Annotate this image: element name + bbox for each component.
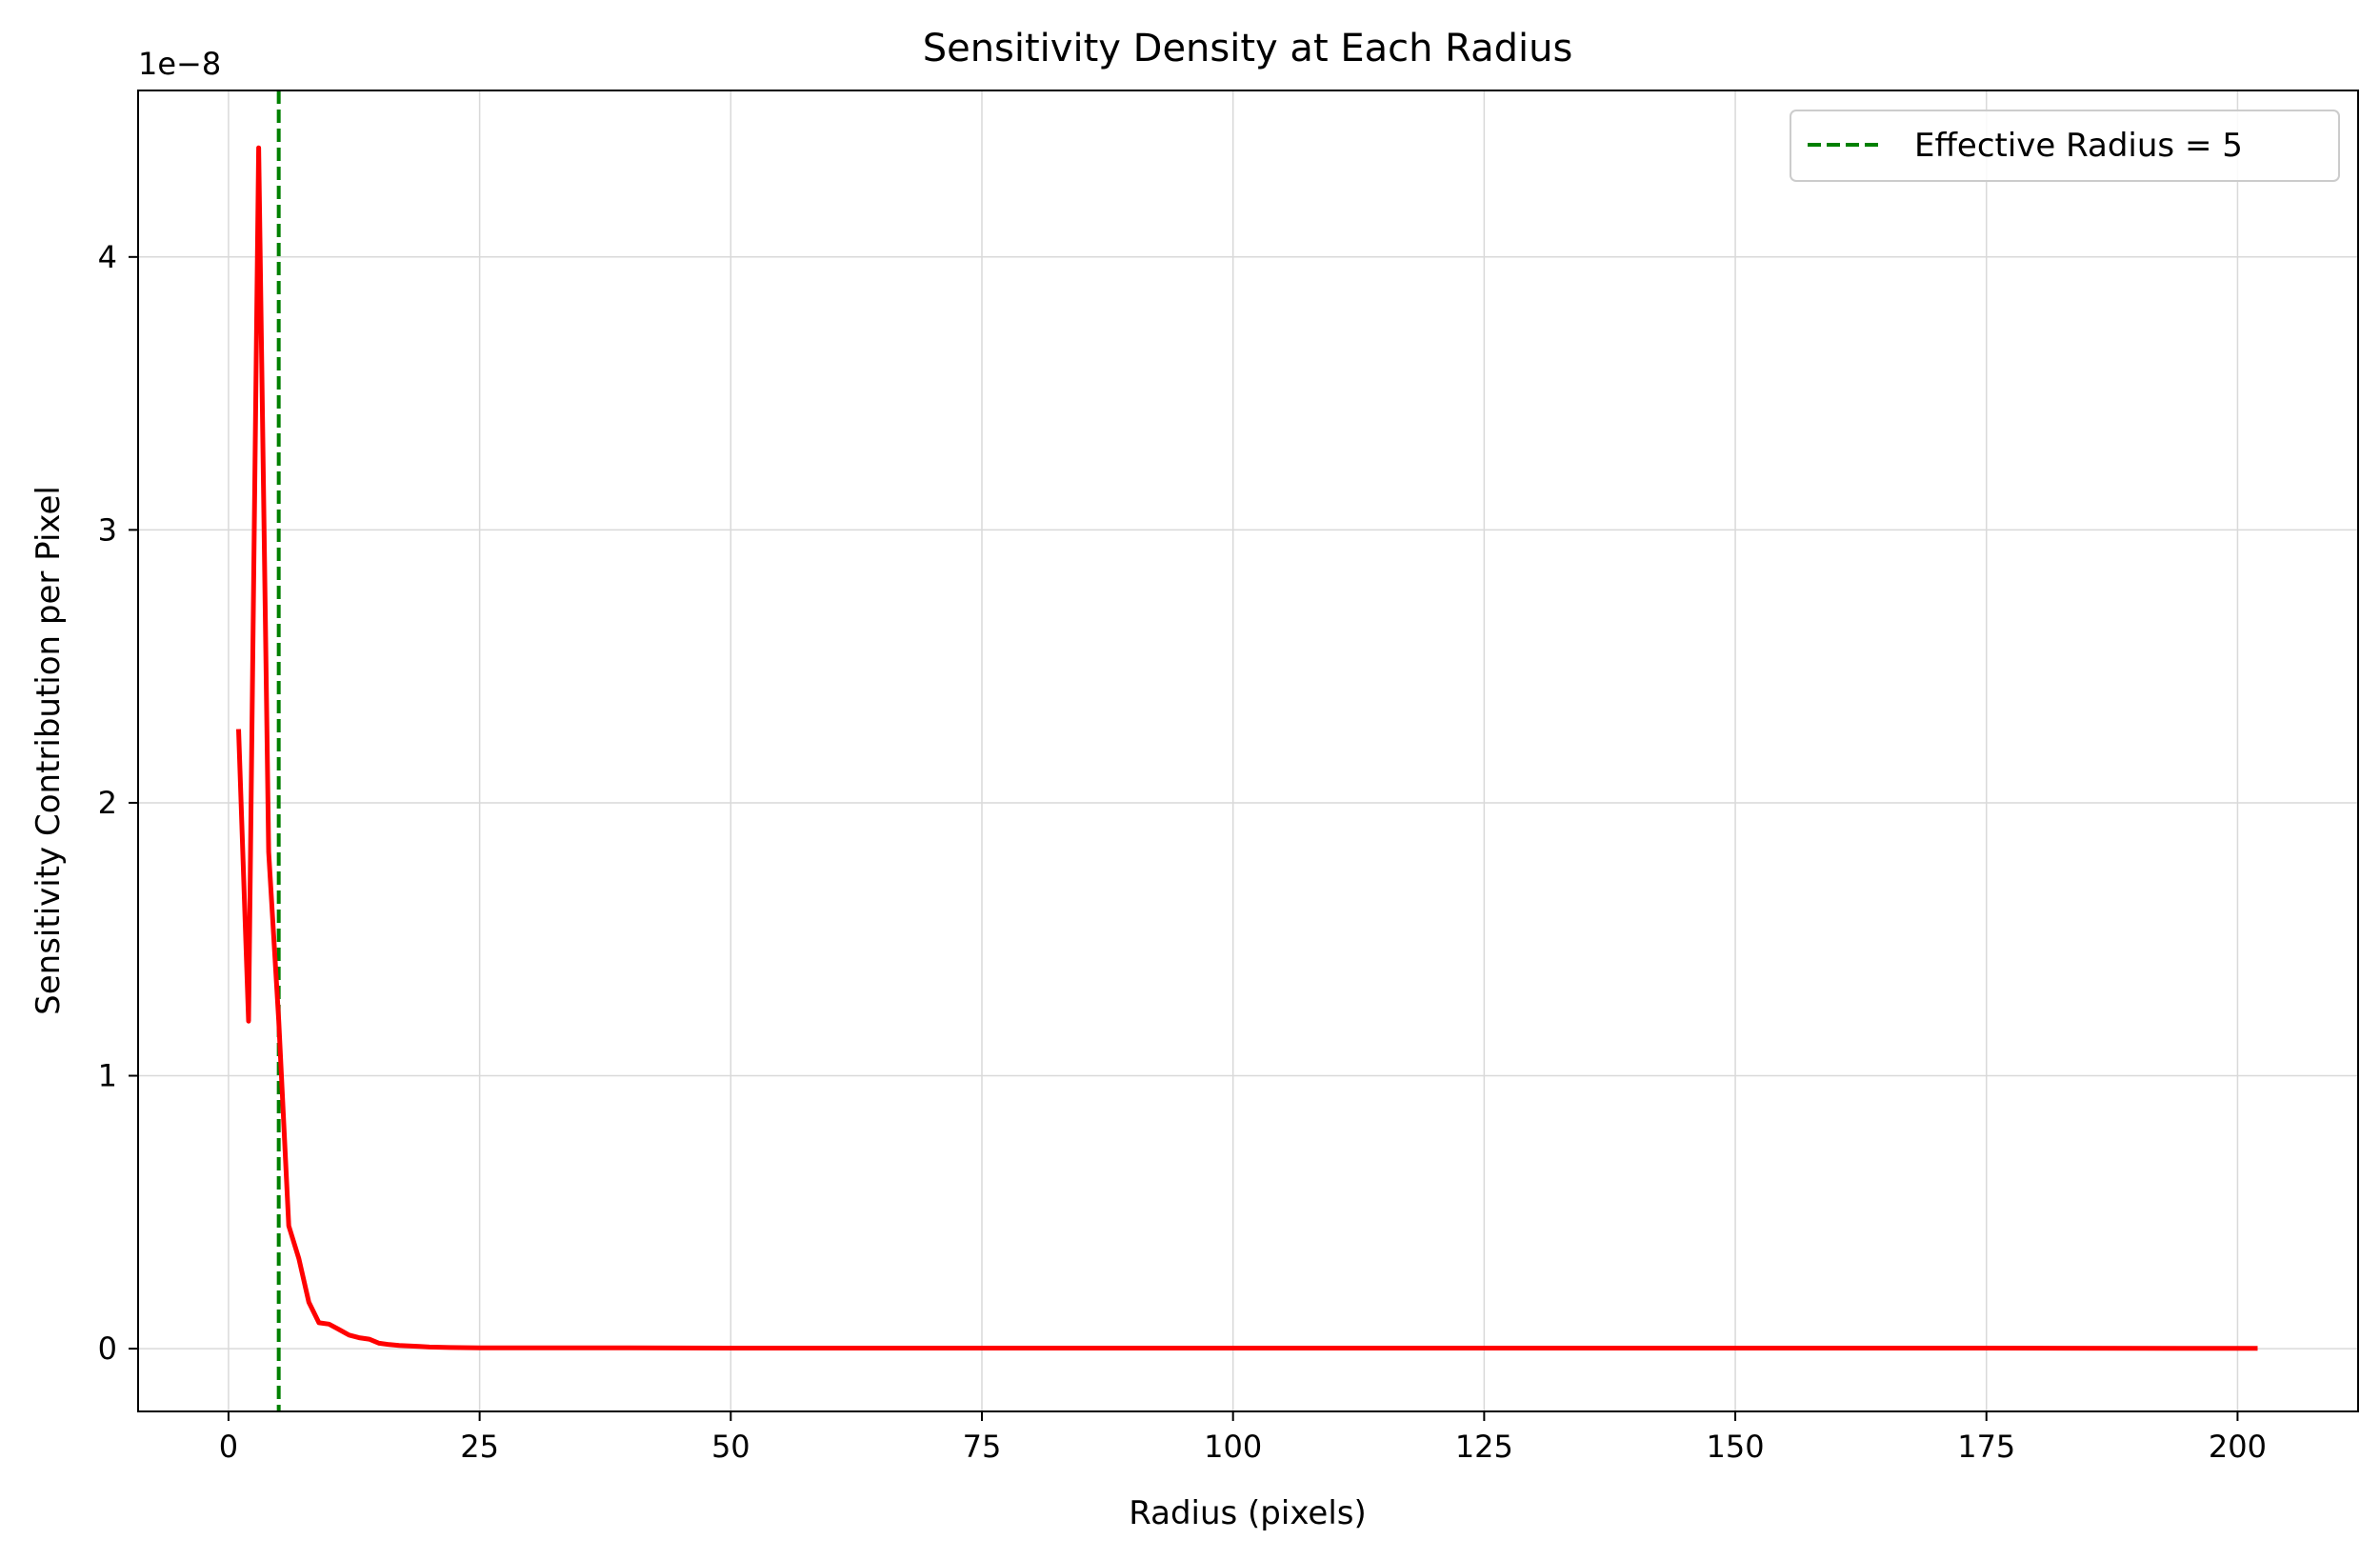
x-tick-label: 100 — [1204, 1429, 1262, 1465]
x-axis-ticks: 0 25 50 75 100 125 150 175 200 — [219, 1411, 2267, 1465]
series-lines — [236, 145, 2258, 1351]
y-tick-label: 2 — [98, 785, 117, 821]
sensitivity-density-line — [236, 145, 2258, 1351]
grid — [138, 90, 2358, 1411]
legend-label-effective-radius: Effective Radius = 5 — [1914, 127, 2243, 165]
legend: Effective Radius = 5 — [1790, 110, 2340, 182]
x-tick-label: 0 — [219, 1429, 238, 1465]
x-tick-label: 175 — [1957, 1429, 2015, 1465]
chart-title: Sensitivity Density at Each Radius — [923, 27, 1573, 70]
y-offset-label: 1e−8 — [138, 46, 221, 82]
x-tick-label: 25 — [460, 1429, 499, 1465]
x-tick-label: 200 — [2209, 1429, 2267, 1465]
legend-box — [1790, 110, 2340, 182]
y-tick-label: 4 — [98, 239, 117, 275]
x-axis-title: Radius (pixels) — [1129, 1494, 1367, 1532]
y-axis-ticks: 0 1 2 3 4 — [98, 239, 138, 1367]
x-tick-label: 75 — [963, 1429, 1002, 1465]
axes-frame — [137, 90, 2359, 1412]
y-tick-label: 1 — [98, 1058, 117, 1094]
x-tick-label: 150 — [1707, 1429, 1765, 1465]
y-tick-label: 0 — [98, 1330, 117, 1367]
y-axis-title: Sensitivity Contribution per Pixel — [30, 486, 68, 1015]
x-tick-label: 50 — [711, 1429, 750, 1465]
y-tick-label: 3 — [98, 511, 117, 548]
x-tick-label: 125 — [1455, 1429, 1513, 1465]
